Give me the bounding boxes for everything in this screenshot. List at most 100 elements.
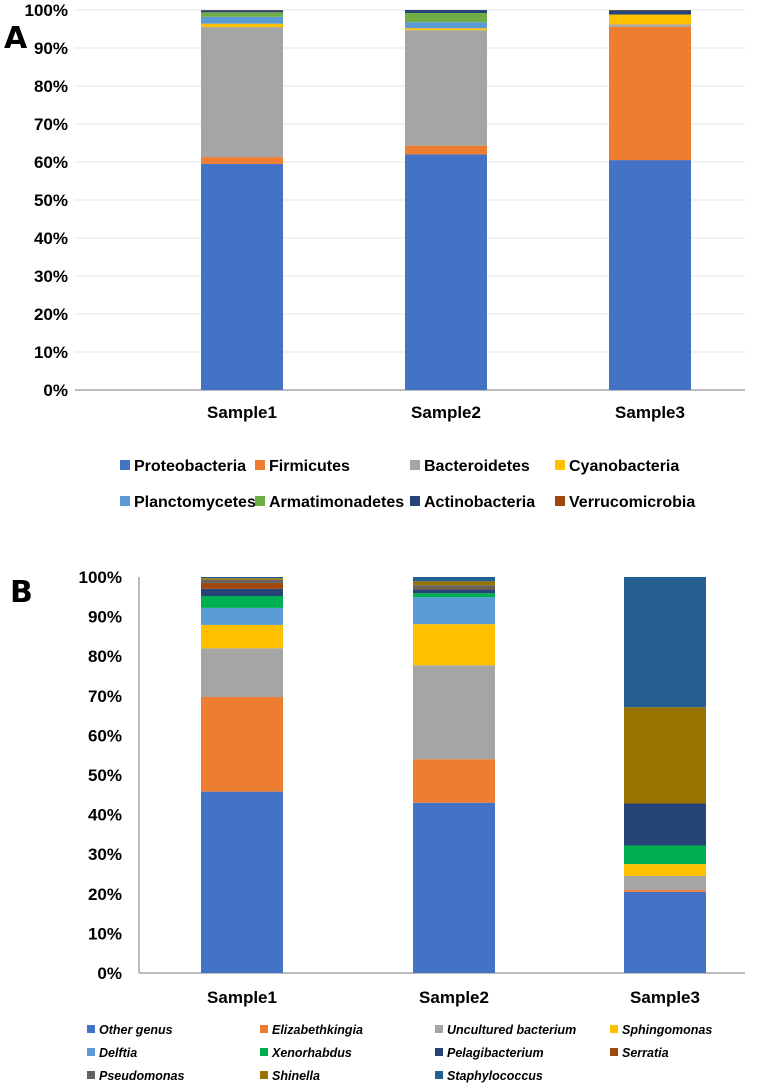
y-tick-label: 70%	[34, 115, 68, 134]
legend-label: Bacteroidetes	[424, 458, 530, 475]
legend-label: Sphingomonas	[622, 1023, 712, 1037]
bar-segment-pelagibacterium	[413, 589, 495, 594]
legend-marker	[260, 1048, 268, 1056]
bar-segment-other-genus	[201, 791, 283, 973]
y-tick-label: 60%	[34, 153, 68, 172]
legend-label: Staphylococcus	[447, 1069, 543, 1083]
legend-label: Serratia	[622, 1046, 669, 1060]
legend-label: Pelagibacterium	[447, 1046, 544, 1060]
legend-label: Elizabethkingia	[272, 1023, 363, 1037]
legend-marker	[410, 496, 420, 506]
x-category-label: Sample2	[411, 403, 481, 422]
legend-marker	[120, 496, 130, 506]
legend-marker	[435, 1071, 443, 1079]
bar-segment-uncultured-bacterium	[201, 648, 283, 697]
bar-segment-actinobacteria	[201, 10, 283, 13]
bar-segment-pelagibacterium	[201, 588, 283, 597]
legend-marker	[555, 460, 565, 470]
bar-segment-firmicutes	[609, 26, 691, 161]
y-tick-label: 90%	[88, 608, 122, 627]
bar-segment-pseudomonas	[413, 585, 495, 589]
legend-label: Planctomycetes	[134, 494, 256, 511]
bar-segment-planctomycetes	[405, 22, 487, 29]
bar-segment-proteobacteria	[405, 154, 487, 390]
legend-marker	[435, 1048, 443, 1056]
y-tick-label: 50%	[88, 766, 122, 785]
bar-segment-armatimonadetes	[201, 12, 283, 17]
y-tick-label: 90%	[34, 39, 68, 58]
bar-segment-delftia	[413, 597, 495, 625]
bar-segment-xenorhabdus	[413, 593, 495, 598]
bar-segment-bacteroidetes	[405, 30, 487, 146]
legend-marker	[435, 1025, 443, 1033]
bar-segment-cyanobacteria	[201, 23, 283, 28]
y-tick-label: 70%	[88, 687, 122, 706]
y-tick-label: 20%	[88, 885, 122, 904]
bar-segment-bacteroidetes	[201, 27, 283, 158]
bar-segment-sphingomonas	[624, 864, 706, 876]
y-tick-label: 20%	[34, 305, 68, 324]
bar-segment-proteobacteria	[609, 160, 691, 390]
bar-segment-actinobacteria	[609, 10, 691, 15]
bar-segment-bacteroidetes	[609, 24, 691, 27]
panel-label-a: A	[4, 21, 28, 56]
legend-marker	[255, 496, 265, 506]
y-tick-label: 100%	[25, 1, 68, 20]
bar-segment-armatimonadetes	[405, 13, 487, 23]
x-category-label: Sample1	[207, 988, 277, 1007]
legend-label: Actinobacteria	[424, 494, 535, 511]
legend-marker	[87, 1025, 95, 1033]
bar-segment-serratia	[201, 582, 283, 589]
x-category-label: Sample3	[615, 403, 685, 422]
bar-segment-delftia	[201, 607, 283, 625]
y-tick-label: 40%	[34, 229, 68, 248]
bar-segment-elizabethkingia	[624, 889, 706, 892]
bar-segment-actinobacteria	[405, 10, 487, 14]
legend-label: Xenorhabdus	[271, 1046, 352, 1060]
bar-segment-xenorhabdus	[201, 596, 283, 608]
y-tick-label: 80%	[88, 647, 122, 666]
bar-segment-firmicutes	[201, 157, 283, 164]
chart-b: 0% 10% 20% 30% 40% 50% 60% 70% 80% 90% 100% Sample1…	[79, 568, 745, 1083]
y-tick-label: 60%	[88, 726, 122, 745]
bar-segment-firmicutes	[405, 145, 487, 155]
bar-segment-sphingomonas	[201, 624, 283, 649]
y-tick-label: 100%	[79, 568, 122, 587]
bar-segment-uncultured-bacterium	[624, 875, 706, 890]
bar-segment-other-genus	[624, 891, 706, 973]
bar-segment-shinella	[413, 581, 495, 586]
x-category-label: Sample1	[207, 403, 277, 422]
bar-segment-cyanobacteria	[609, 14, 691, 25]
bar-segment-uncultured-bacterium	[413, 665, 495, 760]
y-tick-label: 50%	[34, 191, 68, 210]
legend-marker	[120, 460, 130, 470]
legend-label: Uncultured bacterium	[447, 1023, 576, 1037]
legend-label: Proteobacteria	[134, 458, 246, 475]
y-tick-label: 0%	[97, 964, 122, 983]
y-tick-label: 10%	[34, 343, 68, 362]
bar-segment-staphylococcus	[624, 577, 706, 708]
bar-segment-pelagibacterium	[624, 803, 706, 846]
legend-marker	[87, 1048, 95, 1056]
legend-label: Cyanobacteria	[569, 458, 679, 475]
legend-marker	[260, 1071, 268, 1079]
bar-segment-staphylococcus	[413, 577, 495, 582]
bar-segment-elizabethkingia	[201, 696, 283, 792]
legend-marker	[255, 460, 265, 470]
bar-segment-sphingomonas	[413, 624, 495, 666]
legend-marker	[260, 1025, 268, 1033]
bar-segment-shinella	[201, 578, 283, 580]
bar-segment-xenorhabdus	[624, 845, 706, 865]
bar-segment-planctomycetes	[201, 16, 283, 24]
bar-segment-staphylococcus	[201, 577, 283, 579]
y-tick-label: 0%	[43, 381, 68, 400]
y-tick-label: 30%	[34, 267, 68, 286]
bar-segment-shinella	[624, 707, 706, 804]
legend-label: Firmicutes	[269, 458, 350, 475]
bar-segment-cyanobacteria	[405, 28, 487, 31]
legend-marker	[610, 1048, 618, 1056]
legend-marker	[87, 1071, 95, 1079]
legend-label: Delftia	[99, 1046, 137, 1060]
legend-marker	[410, 460, 420, 470]
